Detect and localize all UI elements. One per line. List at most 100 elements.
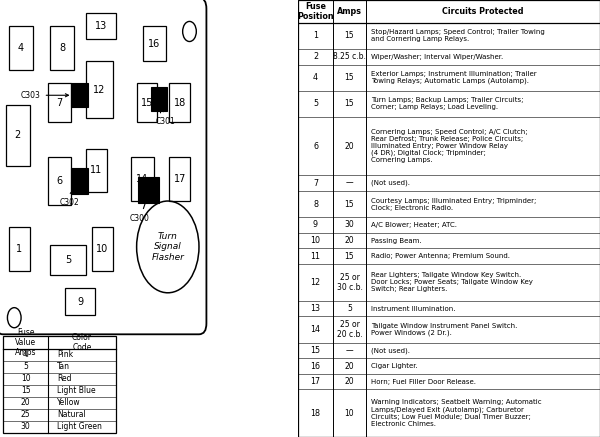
Text: Tan: Tan [57,362,70,371]
Text: Passing Beam.: Passing Beam. [371,238,421,243]
Text: (Not used).: (Not used). [371,347,410,354]
FancyBboxPatch shape [0,0,206,334]
Text: A/C Blower; Heater; ATC.: A/C Blower; Heater; ATC. [371,222,457,228]
Text: 18: 18 [173,98,186,108]
Text: 11: 11 [91,166,103,175]
Text: 7: 7 [56,98,62,108]
Text: 13: 13 [311,304,320,313]
Text: Circuits Protected: Circuits Protected [442,7,524,16]
Text: 15: 15 [141,98,153,108]
Text: Fuse
Position: Fuse Position [297,2,334,21]
Text: 9: 9 [313,220,318,229]
Text: 11: 11 [311,252,320,260]
Text: 5: 5 [23,362,28,371]
Bar [169,157,190,201]
Text: (Not used).: (Not used). [371,180,410,186]
Text: 15: 15 [344,100,355,108]
Text: Instrument Illumination.: Instrument Illumination. [371,305,455,312]
Bar [47,83,71,122]
Text: 6: 6 [56,177,62,186]
Text: 16: 16 [311,361,320,371]
Bar [50,26,74,70]
Text: 12: 12 [94,85,106,94]
Text: Color
Code: Color Code [72,333,92,352]
Bar [71,168,88,194]
Text: 5: 5 [65,255,71,265]
Text: 10: 10 [311,236,320,245]
Text: 25 or
20 c.b.: 25 or 20 c.b. [337,320,362,339]
Bar [86,13,116,39]
Text: C300: C300 [130,200,150,223]
Text: C303: C303 [21,91,68,100]
Bar [86,149,107,192]
Bar [86,61,113,118]
Bar [131,157,154,201]
Text: Wiper/Washer; Interval Wiper/Washer.: Wiper/Washer; Interval Wiper/Washer. [371,54,503,60]
Text: Rear Lighters; Tailgate Window Key Switch.
Door Locks; Power Seats; Tailgate Win: Rear Lighters; Tailgate Window Key Switc… [371,272,533,292]
Text: 8: 8 [313,200,318,208]
Text: Amps: Amps [337,7,362,16]
Text: 5: 5 [313,100,318,108]
Text: C302: C302 [59,191,79,207]
Text: Light Blue: Light Blue [57,386,95,395]
Text: 15: 15 [21,386,31,395]
Text: 20: 20 [344,236,355,245]
Text: 20: 20 [21,398,31,407]
Text: Radio; Power Antenna; Premium Sound.: Radio; Power Antenna; Premium Sound. [371,253,509,259]
Text: 15: 15 [310,346,320,355]
Text: Red: Red [57,374,71,383]
Text: 9: 9 [77,297,83,306]
Bar [137,83,157,122]
Text: Stop/Hazard Lamps; Speed Control; Trailer Towing
and Cornering Lamp Relays.: Stop/Hazard Lamps; Speed Control; Traile… [371,29,544,42]
Bar [138,177,159,203]
Text: 4: 4 [18,43,24,53]
Text: 2: 2 [14,131,21,140]
Text: 13: 13 [95,21,107,31]
Text: 17: 17 [173,174,186,184]
Bar [71,83,88,107]
Text: Warning Indicators; Seatbelt Warning; Automatic
Lamps/Delayed Exit (Autolamp); C: Warning Indicators; Seatbelt Warning; Au… [371,399,541,427]
Text: Yellow: Yellow [57,398,80,407]
Text: 8: 8 [59,43,65,53]
Text: 4: 4 [313,73,318,82]
Text: 14: 14 [311,325,320,334]
Text: 1: 1 [313,31,318,40]
Text: 15: 15 [344,252,355,260]
Text: 18: 18 [311,409,320,418]
Text: 15: 15 [344,31,355,40]
Text: Courtesy Lamps; Illuminated Entry; Tripminder;
Clock; Electronic Radio.: Courtesy Lamps; Illuminated Entry; Tripm… [371,198,536,211]
Text: Pink: Pink [57,350,73,359]
Text: 20: 20 [344,361,355,371]
Text: 7: 7 [313,179,318,187]
Text: Horn; Fuel Filler Door Release.: Horn; Fuel Filler Door Release. [371,378,476,385]
Text: 10: 10 [21,374,31,383]
Text: —: — [346,346,353,355]
Text: Cornering Lamps; Speed Control; A/C Clutch;
Rear Defrost; Trunk Release; Police : Cornering Lamps; Speed Control; A/C Clut… [371,129,527,163]
Text: 5: 5 [347,304,352,313]
Text: 20: 20 [344,142,355,151]
Text: 17: 17 [310,377,320,386]
Bar [151,87,167,111]
Text: C301: C301 [155,110,175,125]
Text: 14: 14 [136,174,149,184]
Text: 30: 30 [20,422,31,431]
Text: 20: 20 [344,377,355,386]
Bar [3,336,116,433]
Bar [6,105,30,166]
Text: 10: 10 [344,409,355,418]
Bar [92,227,113,271]
Bar [50,245,86,275]
Bar [9,26,32,70]
Text: 4: 4 [23,350,28,359]
Text: 25: 25 [21,410,31,419]
Text: Turn
Signal
Flasher: Turn Signal Flasher [151,232,184,262]
Bar [9,227,30,271]
Text: —: — [346,179,353,187]
Text: 15: 15 [344,73,355,82]
Text: Fuse
Value
Amps: Fuse Value Amps [15,328,36,357]
Text: 15: 15 [344,200,355,208]
Text: 12: 12 [310,278,320,287]
Bar [47,157,71,205]
Text: 6: 6 [313,142,318,151]
Text: 8.25 c.b.: 8.25 c.b. [333,52,366,61]
